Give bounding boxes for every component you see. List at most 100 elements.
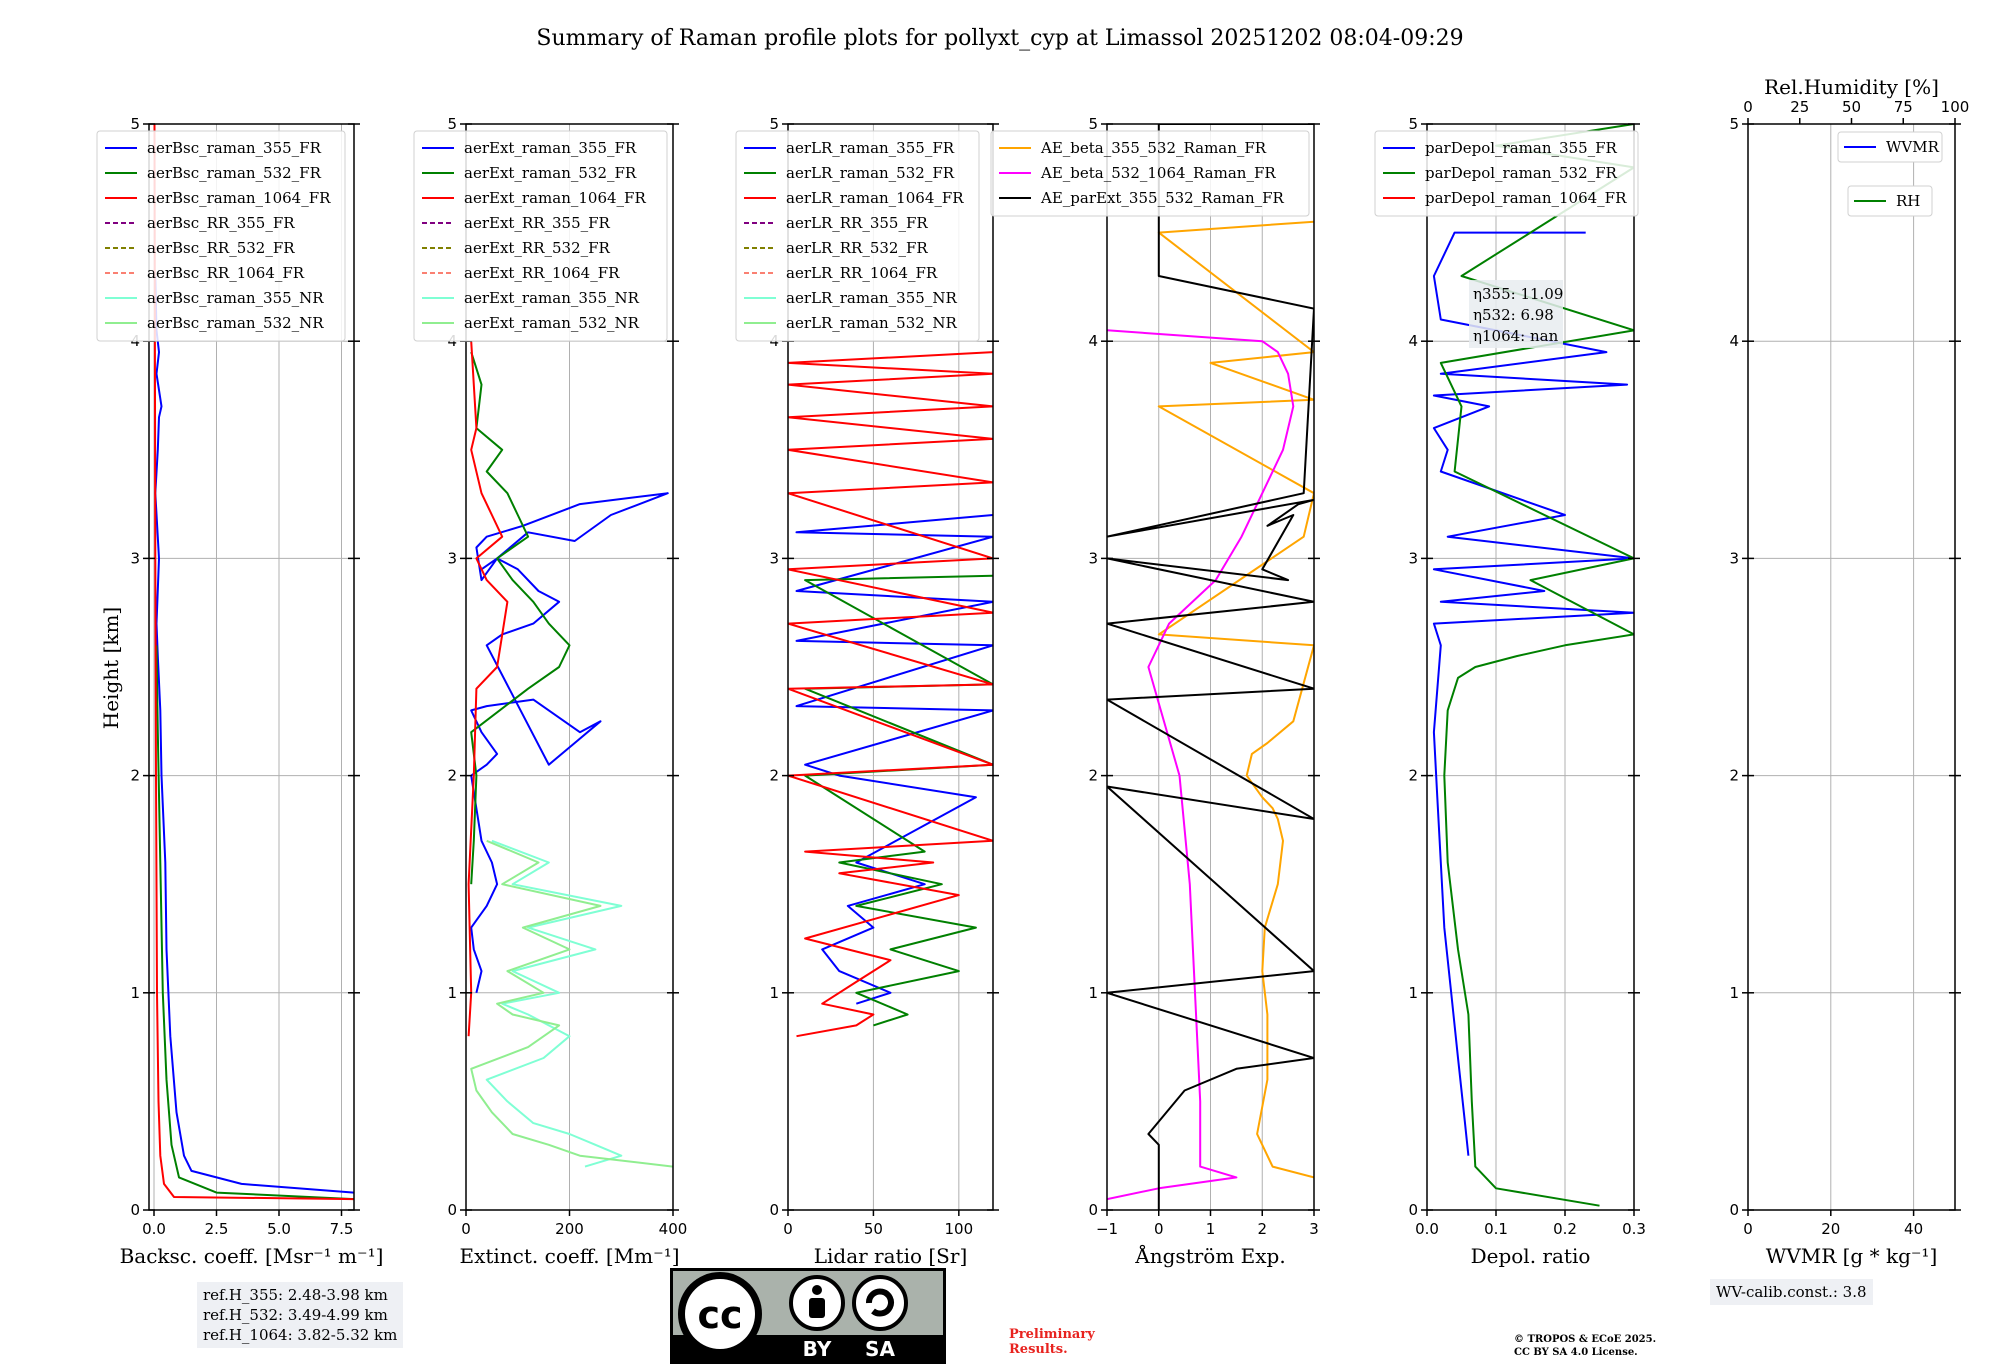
top-x-tick-label: 75 [1894,98,1913,116]
wv-calibration-constant: WV-calib.const.: 3.8 [1710,1279,1873,1305]
cc-circle-icon [685,1279,755,1349]
y-tick-label: 3 [130,549,140,567]
cc-by-sa-license-logo: cc BY SA [670,1268,946,1364]
x-tick-label: 5.0 [267,1220,291,1238]
legend-box [1374,130,1639,217]
axes-frame [1426,123,1635,1211]
y-tick-label: 2 [130,767,140,785]
y-tick-label: 5 [1729,115,1739,133]
top-x-tick-label: 0 [1743,98,1753,116]
legend-label: aerLR_RR_355_FR [786,214,928,232]
series-line-AE_beta_355_532_Raman_FR [1157,220,1314,1179]
y-tick-label: 0 [769,1201,779,1219]
y-tick-label: 0 [1729,1201,1739,1219]
y-tick-label: 3 [1729,549,1739,567]
y-tick-label: 4 [1729,332,1739,350]
y-tick-label: 4 [1088,332,1098,350]
x-tick-label: 0 [783,1220,793,1238]
legend-box [735,130,980,342]
license-by-label: BY [803,1337,832,1361]
preliminary-line-1: Preliminary [1009,1327,1095,1342]
y-tick-label: 5 [130,115,140,133]
series-line-AE_beta_532_1064_Raman_FR [1107,329,1295,1201]
y-tick-label: 5 [1408,115,1418,133]
y-tick-label: 2 [1088,767,1098,785]
x-tick-label: 2.5 [205,1220,229,1238]
y-tick-label: 0 [1408,1201,1418,1219]
y-tick-label: 2 [447,767,457,785]
legend-label: aerExt_RR_1064_FR [464,264,620,282]
top-x-tick-label: 100 [1941,98,1970,116]
eta-annotation-line: η1064: nan [1473,327,1559,345]
y-tick-label: 4 [1408,332,1418,350]
legend-box [96,130,346,342]
x-tick-label: 0.3 [1622,1220,1646,1238]
legend-box [1837,131,1943,163]
legend: parDepol_raman_355_FR parDepol_raman_532_… [1374,130,1639,217]
series-line-aerExt_raman_532_NR [470,839,673,1168]
top-x-tick-label: 50 [1842,98,1861,116]
y-tick-label: 1 [1408,984,1418,1002]
series-line-AE_parExt_355_532_Raman_FR [1107,124,1314,1210]
axes-frame [1747,123,1956,1211]
y-tick-label: 0 [130,1201,140,1219]
x-tick-label: 40 [1904,1220,1923,1238]
legend-label: aerExt_RR_355_FR [464,214,611,232]
y-axis-label: Height [km] [99,607,123,729]
copyright-line-1: © TROPOS & ECoE 2025. [1514,1334,1657,1345]
legend-label: aerLR_raman_532_FR [786,164,955,182]
legend-label: aerLR_RR_532_FR [786,239,928,257]
legend-wvmr: WVMR [1837,131,1943,163]
legend-label: aerBsc_raman_1064_FR [147,189,331,207]
legend-label: aerLR_raman_532_NR [786,314,957,332]
preliminary-line-2: Results. [1009,1342,1068,1357]
y-tick-label: 5 [1088,115,1098,133]
axes-frame [148,123,355,1211]
series-line-aerBsc_raman_1064_FR [153,124,354,1201]
legend-label: aerLR_raman_1064_FR [786,189,964,207]
x-axis-label: Backsc. coeff. [Msr⁻¹ m⁻¹] [120,1244,384,1268]
legend-label: aerBsc_RR_355_FR [147,214,295,232]
legend-rh: RH [1847,185,1933,217]
y-tick-label: 1 [130,984,140,1002]
y-tick-label: 1 [1088,984,1098,1002]
legend-label: RH [1896,192,1920,210]
cc-mark-icon: cc [697,1293,742,1337]
eta-annotation: η355: 11.09 η532: 6.98 η1064: nan [1469,280,1563,348]
legend-box [413,130,668,342]
top-axis-label: Rel.Humidity [%] [1764,75,1939,99]
y-tick-label: 5 [447,115,457,133]
legend-label: aerExt_raman_355_NR [464,289,640,307]
x-tick-label: 0.0 [1415,1220,1439,1238]
x-tick-label: 400 [659,1220,688,1238]
legend-box [1847,185,1933,217]
x-tick-label: 1 [1206,1220,1216,1238]
legend: aerLR_raman_355_FR aerLR_raman_532_FR aerL… [735,130,980,342]
preliminary-results-note: Preliminary Results. [1009,1327,1095,1357]
legend-label: aerExt_raman_1064_FR [464,189,646,207]
y-tick-label: 0 [1088,1201,1098,1219]
x-tick-label: 50 [864,1220,883,1238]
legend: AE_beta_355_532_Raman_FR AE_beta_532_1064… [990,130,1310,217]
x-tick-label: 200 [555,1220,584,1238]
legend-label: aerBsc_RR_1064_FR [147,264,305,282]
x-tick-label: 100 [945,1220,974,1238]
reference-height-box: ref.H_355: 2.48-3.98 km ref.H_532: 3.49-… [197,1282,404,1348]
share-alike-icon [852,1275,908,1331]
figure-title: Summary of Raman profile plots for polly… [536,26,1463,51]
top-x-tick-label: 25 [1790,98,1809,116]
eta-annotation-box [1469,280,1563,348]
axes-frame [787,123,994,1211]
ref-height-355: ref.H_355: 2.48-3.98 km [203,1286,388,1304]
y-tick-label: 2 [1729,767,1739,785]
attribution-body-icon [809,1298,825,1318]
x-axis-label: Depol. ratio [1471,1244,1591,1268]
copyright-line-2: CC BY SA 4.0 License. [1514,1347,1638,1358]
legend-label: parDepol_raman_532_FR [1425,164,1618,182]
y-tick-label: 3 [769,549,779,567]
legend-box [990,130,1310,217]
x-tick-label: 0.2 [1553,1220,1577,1238]
y-tick-label: 1 [769,984,779,1002]
x-axis-label: Lidar ratio [Sr] [814,1244,968,1268]
attribution-head-icon [812,1285,822,1295]
